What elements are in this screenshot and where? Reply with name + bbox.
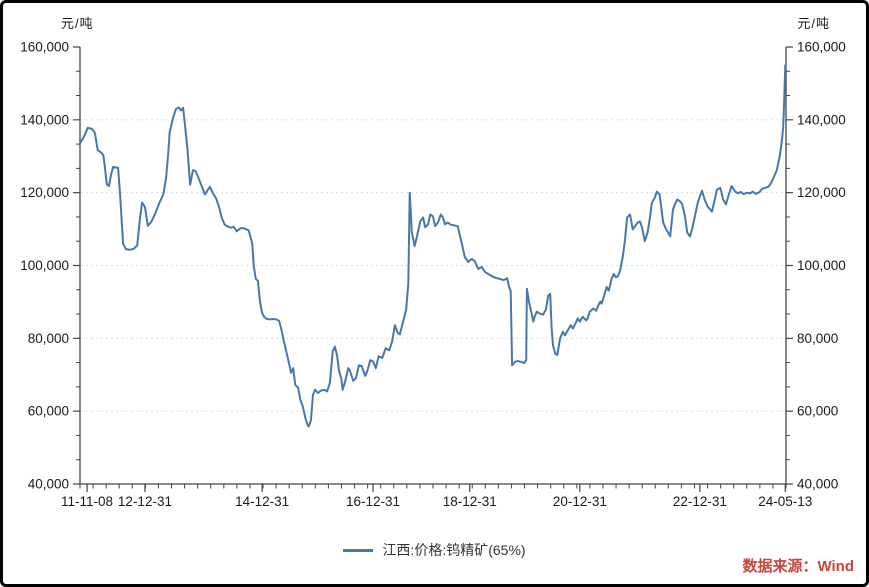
x-tick-label: 11-11-08 xyxy=(61,494,113,509)
price-series-line xyxy=(79,64,787,428)
y-tick-label-right: 60,000 xyxy=(797,404,838,419)
x-tick-label: 20-12-31 xyxy=(553,494,607,509)
x-tick-label: 14-12-31 xyxy=(235,494,289,509)
y-tick-label-left: 80,000 xyxy=(28,331,69,346)
y-axis-unit-right: 元/吨 xyxy=(797,16,830,31)
y-tick-label-right: 120,000 xyxy=(797,185,846,200)
y-tick-label-right: 100,000 xyxy=(797,258,846,273)
y-tick-label-left: 140,000 xyxy=(20,112,69,127)
legend-line-swatch xyxy=(343,548,374,552)
y-axis-unit-left: 元/吨 xyxy=(61,16,94,31)
y-tick-label-right: 80,000 xyxy=(797,331,838,346)
x-tick-label: 16-12-31 xyxy=(346,494,400,509)
price-line-chart: 160,000 160,000 140,000 140,000 120,000 120,0… xyxy=(20,40,846,510)
legend-series-label: 江西:价格:钨精矿(65%) xyxy=(382,542,526,558)
y-tick-label-right: 40,000 xyxy=(797,477,838,492)
x-tick-label: 24-05-13 xyxy=(758,494,812,509)
y-tick-label-left: 40,000 xyxy=(28,477,69,492)
legend: 江西:价格:钨精矿(65%) xyxy=(3,540,866,560)
y-tick-label-right: 140,000 xyxy=(797,112,846,127)
y-tick-label-left: 160,000 xyxy=(20,40,69,55)
y-tick-label-left: 60,000 xyxy=(28,404,69,419)
x-tick-label: 12-12-31 xyxy=(118,494,172,509)
y-tick-label-left: 120,000 xyxy=(20,185,69,200)
x-tick-label: 22-12-31 xyxy=(673,494,727,509)
x-tick-label: 18-12-31 xyxy=(443,494,497,509)
data-source-note: 数据来源：Wind xyxy=(742,558,854,575)
y-tick-label-right: 160,000 xyxy=(797,40,846,55)
y-tick-label-left: 100,000 xyxy=(20,258,69,273)
